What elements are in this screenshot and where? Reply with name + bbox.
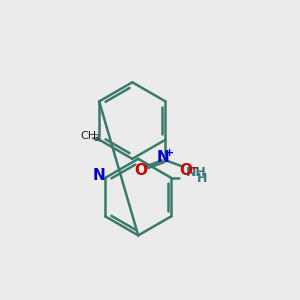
Text: H: H — [197, 172, 207, 185]
Text: N: N — [156, 150, 169, 165]
Text: O: O — [179, 163, 192, 178]
Text: O: O — [134, 163, 147, 178]
Text: CH: CH — [81, 131, 97, 141]
Text: −: − — [188, 161, 198, 175]
Text: +: + — [164, 148, 174, 158]
Text: N: N — [92, 168, 105, 183]
Text: 3: 3 — [94, 134, 99, 143]
Text: NH: NH — [185, 167, 206, 179]
